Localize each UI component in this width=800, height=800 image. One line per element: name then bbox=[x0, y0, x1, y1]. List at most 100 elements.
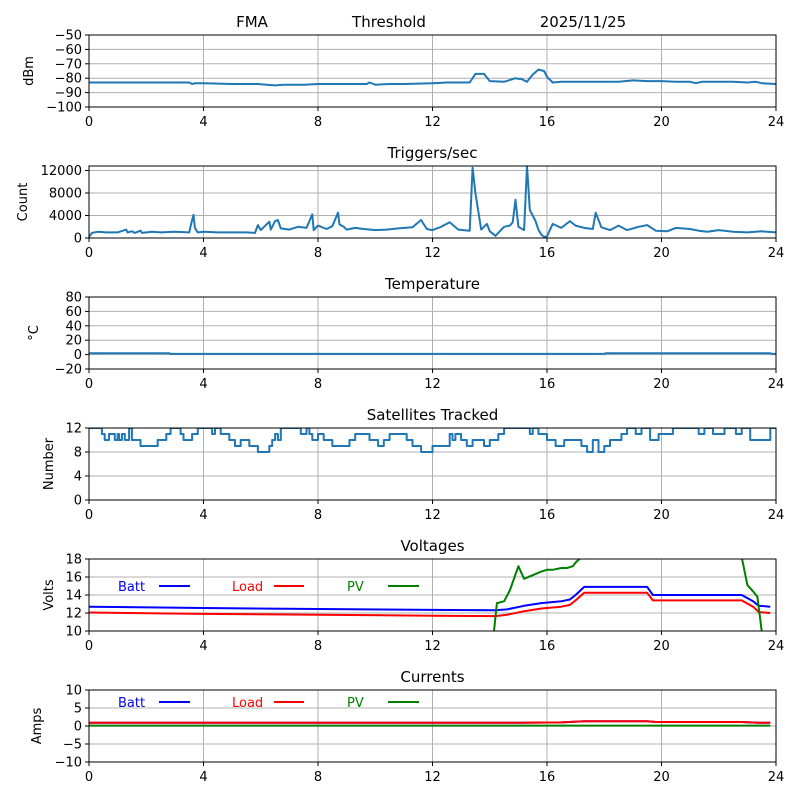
x-tick-label: 20 bbox=[653, 508, 670, 523]
x-tick-label: 24 bbox=[768, 770, 785, 785]
y-tick-label: 10 bbox=[65, 684, 82, 699]
y-tick-label: 0 bbox=[74, 720, 82, 735]
y-axis-label: °C bbox=[27, 325, 42, 341]
y-tick-label: 0 bbox=[74, 348, 82, 363]
panel-title: Triggers/sec bbox=[387, 144, 478, 162]
legend-item-pv: PV bbox=[347, 696, 419, 711]
x-tick-label: 4 bbox=[199, 639, 207, 654]
y-tick-label: −80 bbox=[55, 72, 82, 87]
y-tick-label: 4 bbox=[74, 470, 82, 485]
y-axis-label: Volts bbox=[42, 579, 57, 611]
y-tick-label: 16 bbox=[65, 571, 82, 586]
y-tick-label: −70 bbox=[55, 57, 82, 72]
x-tick-label: 16 bbox=[539, 246, 556, 261]
x-tick-label: 20 bbox=[653, 115, 670, 130]
x-tick-label: 12 bbox=[424, 115, 441, 130]
panel-title: Temperature bbox=[384, 275, 480, 293]
y-tick-label: 10 bbox=[65, 625, 82, 640]
legend-label: PV bbox=[347, 580, 364, 595]
x-tick-label: 4 bbox=[199, 770, 207, 785]
series-line-batt bbox=[89, 585, 771, 612]
x-tick-label: 12 bbox=[424, 508, 441, 523]
series-line-load bbox=[89, 720, 771, 724]
x-tick-label: 8 bbox=[314, 770, 322, 785]
x-tick-label: 0 bbox=[85, 639, 93, 654]
y-tick-label: 80 bbox=[65, 291, 82, 306]
x-tick-label: 8 bbox=[314, 639, 322, 654]
x-tick-label: 16 bbox=[539, 639, 556, 654]
x-tick-label: 24 bbox=[768, 508, 785, 523]
y-tick-label: −90 bbox=[55, 86, 82, 101]
x-tick-label: 0 bbox=[85, 115, 93, 130]
panel-title: Currents bbox=[400, 668, 464, 686]
legend-item-batt: Batt bbox=[118, 696, 190, 711]
x-tick-label: 12 bbox=[424, 639, 441, 654]
x-tick-label: 0 bbox=[85, 377, 93, 392]
y-axis-label: Number bbox=[42, 437, 57, 490]
x-tick-label: 0 bbox=[85, 246, 93, 261]
panel-signal: 0 4 8 12 16 20 24 −100−90−80−70−60−50 dBm bbox=[22, 29, 784, 131]
series-line-dbm bbox=[89, 68, 776, 87]
y-tick-label: 0 bbox=[74, 232, 82, 247]
x-tick-label: 4 bbox=[199, 115, 207, 130]
series-line-load bbox=[89, 591, 771, 618]
legend-label: Batt bbox=[118, 580, 145, 595]
y-axis-label: Amps bbox=[30, 707, 45, 744]
x-tick-label: 4 bbox=[199, 377, 207, 392]
x-tick-label: 12 bbox=[424, 377, 441, 392]
x-tick-label: 24 bbox=[768, 639, 785, 654]
y-tick-label: 12000 bbox=[41, 164, 82, 179]
legend-item-batt: Batt bbox=[118, 580, 190, 595]
legend-label: Load bbox=[232, 580, 263, 595]
legend-item-pv: PV bbox=[347, 580, 419, 595]
y-tick-label: 12 bbox=[65, 422, 82, 437]
panel-voltages: 0 4 8 12 16 20 24 10 12 14 16 18 Voltages Volts Batt Lo… bbox=[42, 537, 784, 654]
y-tick-label: 40 bbox=[65, 319, 82, 334]
x-tick-label: 8 bbox=[314, 115, 322, 130]
panel-triggers: 0 4 8 12 16 20 24 0 4000 8000 12000 Triggers/sec Cou… bbox=[16, 144, 784, 261]
x-tick-label: 4 bbox=[199, 508, 207, 523]
y-axis-label: dBm bbox=[22, 56, 37, 86]
x-tick-label: 20 bbox=[653, 377, 670, 392]
x-tick-label: 20 bbox=[653, 639, 670, 654]
panel-title: Satellites Tracked bbox=[367, 406, 498, 424]
panel-title: Voltages bbox=[400, 537, 464, 555]
header-mode: Threshold bbox=[351, 13, 426, 31]
x-tick-label: 16 bbox=[539, 377, 556, 392]
y-tick-label: 0 bbox=[74, 494, 82, 509]
x-tick-label: 20 bbox=[653, 246, 670, 261]
y-tick-label: −20 bbox=[55, 363, 82, 378]
x-tick-label: 24 bbox=[768, 115, 785, 130]
header-date: 2025/11/25 bbox=[540, 13, 626, 31]
x-tick-label: 4 bbox=[199, 246, 207, 261]
legend-label: PV bbox=[347, 696, 364, 711]
x-tick-label: 16 bbox=[539, 115, 556, 130]
legend-label: Batt bbox=[118, 696, 145, 711]
x-tick-label: 8 bbox=[314, 246, 322, 261]
y-tick-label: 18 bbox=[65, 553, 82, 568]
y-tick-label: −60 bbox=[55, 43, 82, 58]
y-tick-label: 8 bbox=[74, 446, 82, 461]
y-tick-label: −100 bbox=[46, 101, 82, 116]
x-tick-label: 24 bbox=[768, 246, 785, 261]
y-tick-label: 20 bbox=[65, 334, 82, 349]
series-line-temperature bbox=[89, 352, 776, 355]
y-tick-label: 5 bbox=[74, 702, 82, 717]
y-tick-label: 14 bbox=[65, 589, 82, 604]
y-tick-label: −5 bbox=[63, 738, 82, 753]
y-tick-label: −50 bbox=[55, 29, 82, 44]
panel-currents: 0 4 8 12 16 20 24 −10 −5 0 5 10 Currents Amps Batt Load… bbox=[30, 668, 784, 785]
legend-label: Load bbox=[232, 696, 263, 711]
legend-item-load: Load bbox=[232, 580, 304, 595]
y-tick-label: 4000 bbox=[49, 209, 82, 224]
series-line-count bbox=[89, 166, 776, 238]
y-axis-label: Count bbox=[16, 183, 31, 222]
x-tick-label: 12 bbox=[424, 770, 441, 785]
x-tick-label: 0 bbox=[85, 770, 93, 785]
series-line-satellites bbox=[89, 428, 776, 453]
x-tick-label: 12 bbox=[424, 246, 441, 261]
y-tick-label: −10 bbox=[55, 756, 82, 771]
x-tick-label: 16 bbox=[539, 770, 556, 785]
y-tick-label: 8000 bbox=[49, 187, 82, 202]
